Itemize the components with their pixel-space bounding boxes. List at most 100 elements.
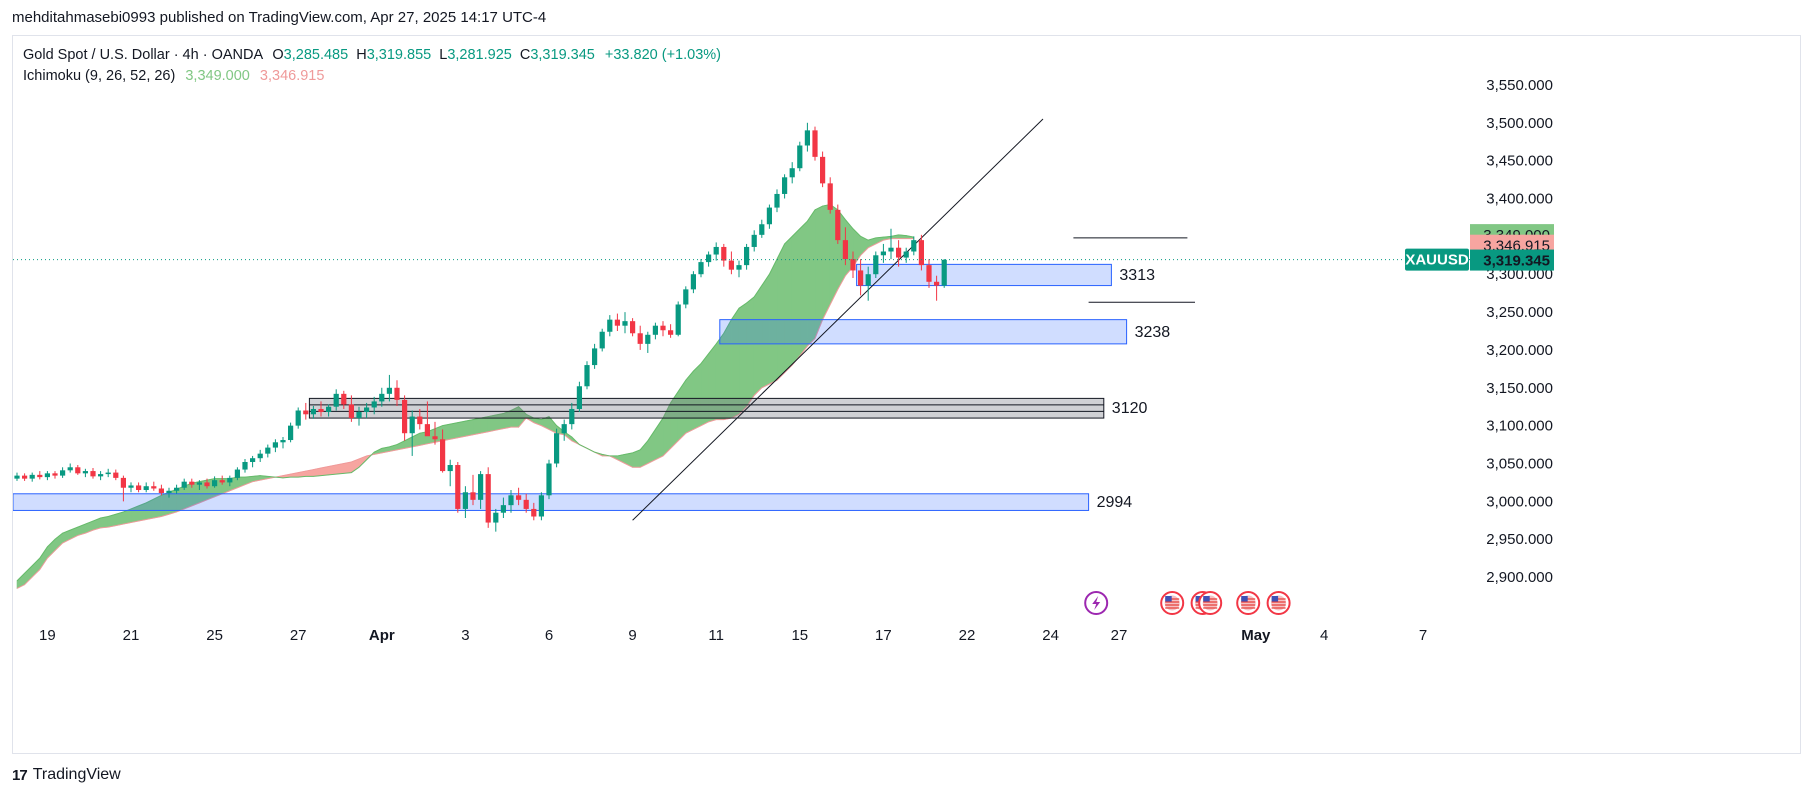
candle-body (569, 408, 575, 425)
y-axis-label: 2,950.000 (1486, 531, 1553, 548)
change-value: +33.820 (+1.03%) (604, 47, 721, 63)
zone-label-3120: 3120 (1112, 400, 1148, 417)
candle-body (660, 325, 666, 331)
y-axis-label: 3,400.000 (1486, 191, 1553, 208)
candle-body (462, 492, 468, 509)
tradingview-brand: TradingView (32, 766, 121, 783)
zone-3238[interactable] (719, 319, 1128, 345)
candle-body (136, 485, 142, 490)
candle-body (75, 467, 81, 474)
candle-body (166, 490, 172, 494)
candle-body (683, 289, 689, 305)
candle-body (690, 274, 696, 290)
ichimoku-cloud-segment (776, 243, 785, 381)
candle-body (234, 469, 240, 478)
candle-body (652, 325, 658, 335)
candle-body (728, 260, 734, 270)
symbol-title[interactable]: Gold Spot / U.S. Dollar · 4h · OANDA (23, 47, 263, 63)
candle-body (630, 321, 636, 334)
candle-body (348, 404, 354, 419)
ichimoku-cloud-segment (814, 205, 823, 339)
candle-body (744, 246, 750, 266)
candle-body (82, 471, 88, 474)
ichimoku-cloud-segment (24, 564, 33, 586)
x-axis-label: 4 (1320, 627, 1328, 644)
ichimoku-label[interactable]: Ichimoku (9, 26, 52, 26) (23, 68, 176, 84)
zone-3120[interactable] (308, 397, 1105, 419)
candle-body (440, 439, 446, 472)
candle-body (295, 410, 301, 426)
candle-body (120, 477, 126, 488)
lightning-glyph (1092, 596, 1101, 610)
candle-body (516, 495, 522, 500)
candle-body (470, 492, 476, 500)
ichimoku-cloud-segment (693, 362, 702, 430)
candle-body (379, 393, 385, 402)
x-axis-label: 7 (1419, 627, 1427, 644)
x-axis-label: 3 (461, 627, 469, 644)
y-axis-label: 3,050.000 (1486, 456, 1553, 473)
ichimoku-span-a-line (16, 204, 914, 582)
y-axis-label: 3,550.000 (1486, 77, 1553, 94)
x-axis-label: 27 (290, 627, 307, 644)
zone-3313[interactable] (856, 263, 1112, 287)
candle-body (873, 255, 879, 275)
candle-body (599, 331, 605, 349)
zone-label-3238: 3238 (1135, 324, 1171, 341)
candle-body (918, 240, 924, 266)
candle-body (272, 442, 278, 448)
x-axis-label: 9 (628, 627, 636, 644)
candle-body (508, 495, 514, 506)
candle-body (576, 386, 582, 409)
candle-body (850, 259, 856, 271)
candle-body (538, 495, 544, 517)
publisher-line: mehditahmasebi0993 published on TradingV… (12, 9, 547, 26)
close-label: C (519, 47, 531, 63)
ichimoku-cloud-segment (480, 416, 489, 434)
candle-body (455, 465, 461, 509)
candle-body (941, 259, 947, 286)
candle-body (493, 512, 499, 523)
candle-body (858, 270, 864, 286)
candle-body (523, 499, 529, 509)
candle-body (219, 480, 225, 483)
price-badge-text-3: 3,319.345 (1483, 253, 1550, 270)
x-axis-label: 27 (1111, 627, 1128, 644)
candle-body (896, 247, 902, 258)
x-axis-label: 24 (1042, 627, 1059, 644)
price-chart[interactable]: 3313 3238 3120 2994 2,900.000 2,950.000 3,000.… (13, 36, 1802, 755)
y-axis-label: 3,150.000 (1486, 380, 1553, 397)
flag-canton (1241, 596, 1248, 602)
candle-body (911, 240, 917, 252)
trendline[interactable] (632, 118, 1044, 521)
candle-body (364, 407, 370, 413)
candle-body (698, 262, 704, 275)
candle-body (67, 467, 73, 471)
candle-body (827, 183, 833, 210)
candle-body (371, 401, 377, 408)
candle-body (417, 416, 423, 425)
flag-canton (1271, 596, 1279, 602)
candle-body (531, 508, 537, 517)
candle-body (280, 440, 286, 443)
tradingview-logo[interactable]: 17 TradingView (12, 766, 121, 784)
zone-2994[interactable] (13, 493, 1090, 511)
candle-body (341, 393, 347, 405)
x-axis-label: 17 (875, 627, 892, 644)
candle-body (356, 412, 362, 419)
candle-body (394, 387, 400, 400)
ichimoku-cloud-segment (31, 557, 41, 578)
legend-ohlc: Gold Spot / U.S. Dollar · 4h · OANDA O3,… (23, 45, 721, 66)
candle-body (447, 465, 453, 472)
candle-body (52, 473, 58, 476)
y-axis-label: 3,000.000 (1486, 493, 1553, 510)
y-axis-label: 3,500.000 (1486, 115, 1553, 132)
symbol-badge-text: XAUUSD (1405, 252, 1469, 269)
ichimoku-cloud-segment (457, 420, 466, 439)
candle-body (181, 481, 187, 488)
candle-body (561, 424, 567, 434)
x-axis-label: 19 (39, 627, 56, 644)
chart-frame[interactable]: 3313 3238 3120 2994 2,900.000 2,950.000 3,000.… (12, 35, 1801, 754)
x-axis-label: Apr (369, 627, 395, 644)
candle-body (113, 472, 119, 478)
